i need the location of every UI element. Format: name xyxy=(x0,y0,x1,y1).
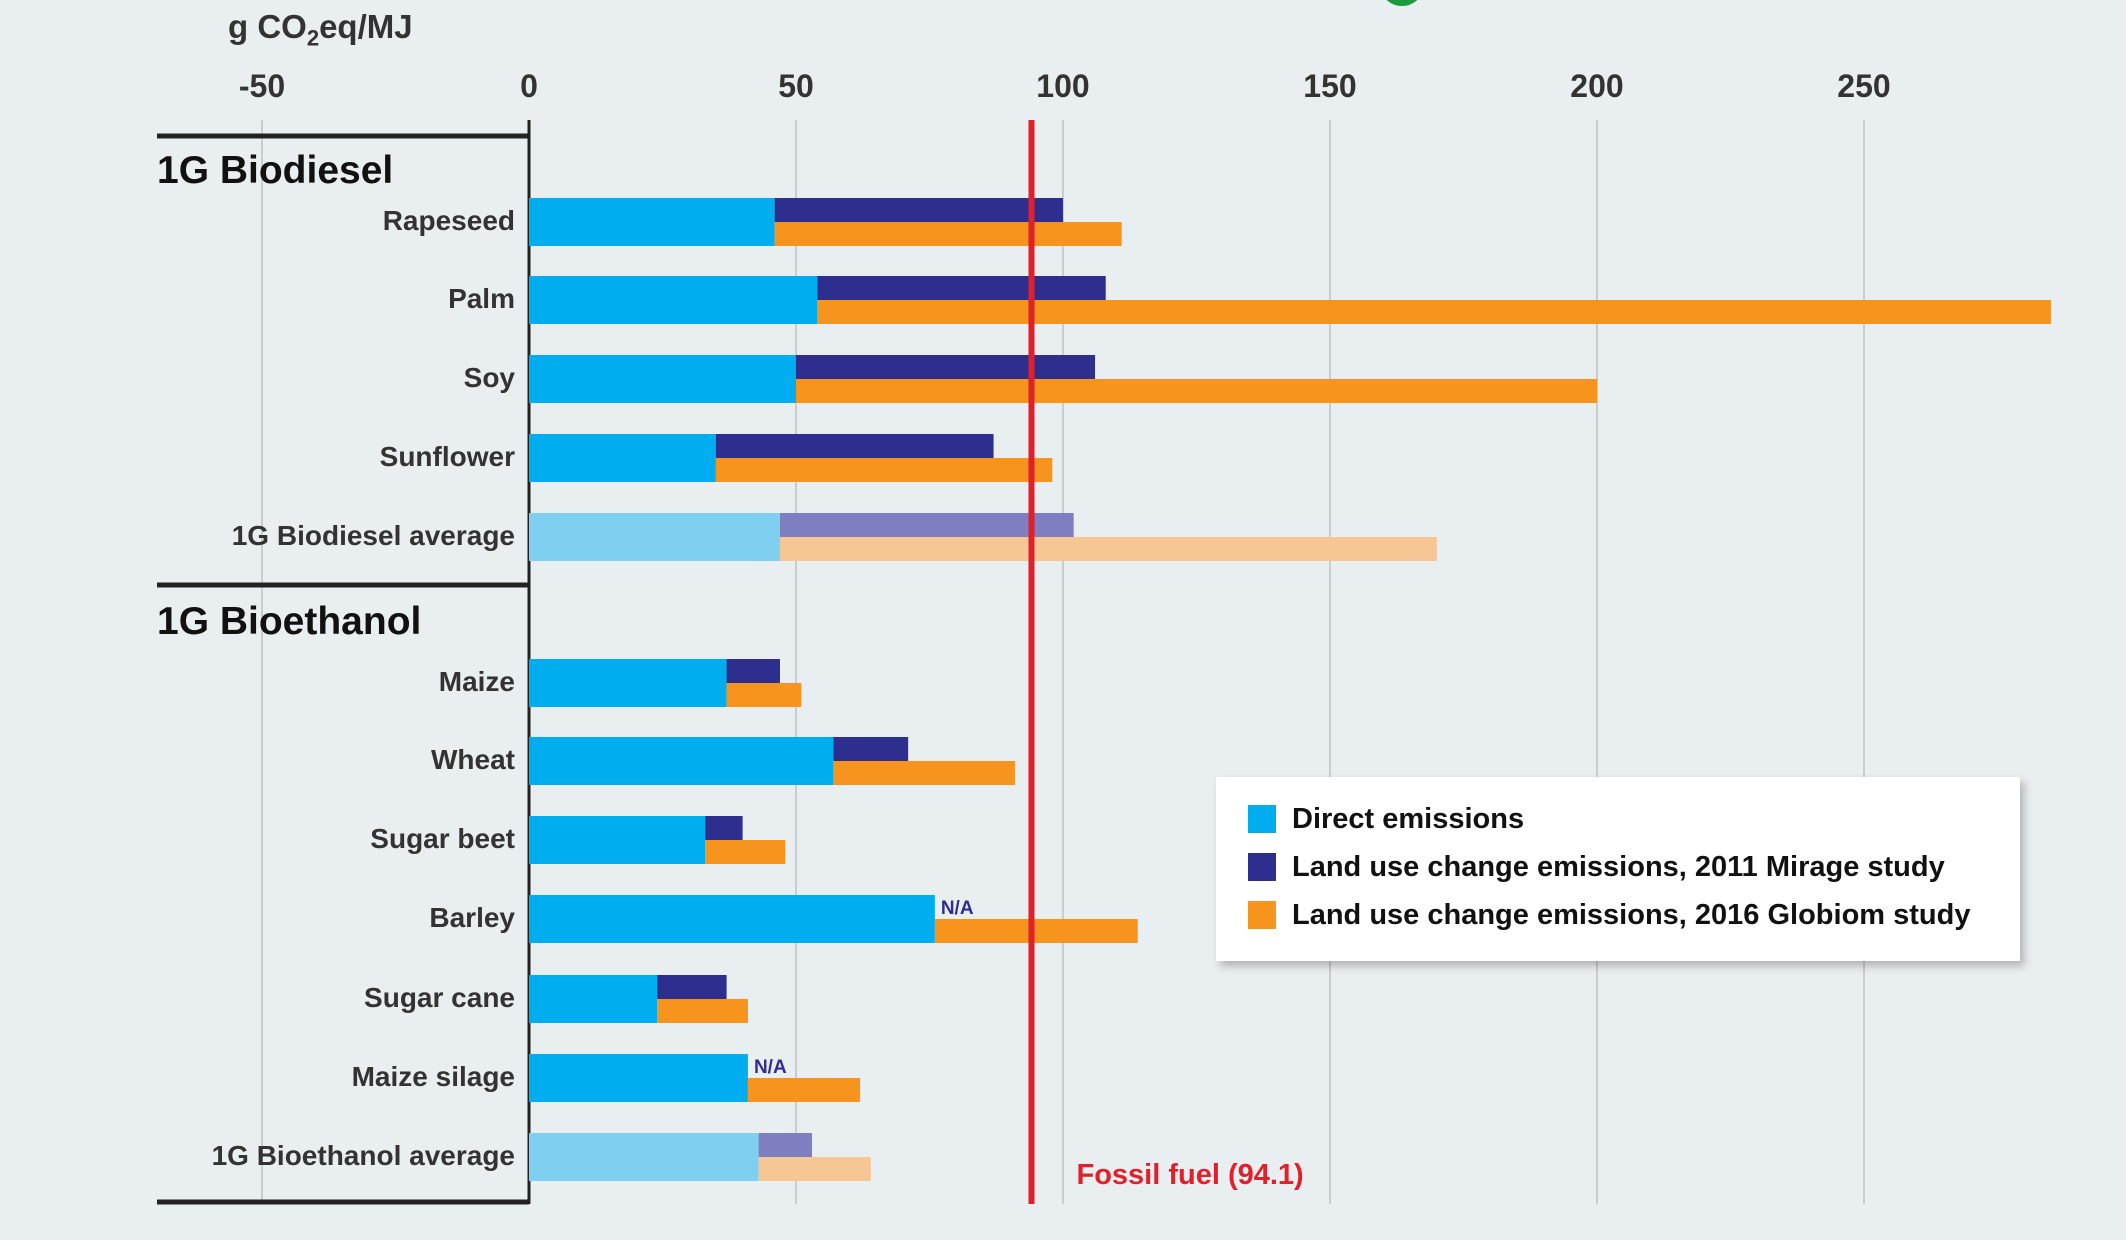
bar-globiom-rapeseed xyxy=(774,222,1122,246)
bar-direct-1g-bioethanol-average xyxy=(529,1133,759,1181)
category-label-sugar-cane: Sugar cane xyxy=(364,982,515,1013)
bar-direct-palm xyxy=(529,276,818,324)
x-tick-label-150: 150 xyxy=(1303,68,1356,104)
bar-mirage-sugar-beet xyxy=(705,816,743,840)
bar-globiom-palm xyxy=(817,300,2051,324)
bar-globiom-sugar-cane xyxy=(657,999,748,1023)
legend-item-mirage: Land use change emissions, 2011 Mirage s… xyxy=(1248,847,1945,887)
legend-label-globiom: Land use change emissions, 2016 Globiom … xyxy=(1292,898,1971,931)
na-label-maize-silage: N/A xyxy=(754,1057,787,1078)
na-label-barley: N/A xyxy=(941,898,974,919)
legend-item-direct: Direct emissions xyxy=(1248,799,1524,839)
chart-legend: Direct emissions Land use change emissio… xyxy=(1216,777,2020,961)
bar-direct-barley xyxy=(529,895,935,943)
category-label-wheat: Wheat xyxy=(431,744,515,775)
category-label-1g-bioethanol-average: 1G Bioethanol average xyxy=(212,1140,515,1171)
x-tick-label-50: 50 xyxy=(778,68,814,104)
bar-mirage-sunflower xyxy=(715,434,994,458)
category-label-barley: Barley xyxy=(429,902,515,933)
bar-direct-1g-biodiesel-average xyxy=(529,513,780,561)
bar-mirage-maize xyxy=(726,659,780,683)
logo-fragment xyxy=(1382,0,1422,6)
bar-mirage-1g-biodiesel-average xyxy=(779,513,1074,537)
x-tick-label-200: 200 xyxy=(1570,68,1623,104)
bar-mirage-rapeseed xyxy=(774,198,1063,222)
group-title-1: 1G Bioethanol xyxy=(157,600,421,643)
category-label-rapeseed: Rapeseed xyxy=(383,205,515,236)
bar-mirage-wheat xyxy=(833,737,909,761)
legend-label-direct: Direct emissions xyxy=(1292,802,1525,835)
bar-direct-sugar-cane xyxy=(529,975,658,1023)
bar-direct-soy xyxy=(529,355,796,403)
legend-swatch-direct xyxy=(1248,805,1276,833)
category-label-soy: Soy xyxy=(464,362,516,393)
x-tick-label-100: 100 xyxy=(1036,68,1089,104)
legend-label-mirage: Land use change emissions, 2011 Mirage s… xyxy=(1292,850,1945,883)
bar-globiom-1g-biodiesel-average xyxy=(779,537,1437,561)
bar-globiom-maize-silage xyxy=(747,1078,861,1102)
legend-item-globiom: Land use change emissions, 2016 Globiom … xyxy=(1248,895,1970,935)
bar-globiom-barley xyxy=(934,919,1138,943)
bar-globiom-maize xyxy=(726,683,802,707)
bar-direct-rapeseed xyxy=(529,198,775,246)
bar-direct-maize-silage xyxy=(529,1054,748,1102)
category-label-1g-biodiesel-average: 1G Biodiesel average xyxy=(232,520,515,551)
bar-direct-sunflower xyxy=(529,434,716,482)
bar-direct-sugar-beet xyxy=(529,816,706,864)
bar-mirage-palm xyxy=(817,276,1106,300)
bar-direct-maize xyxy=(529,659,727,707)
bar-mirage-1g-bioethanol-average xyxy=(758,1133,813,1157)
bar-direct-wheat xyxy=(529,737,834,785)
category-label-sunflower: Sunflower xyxy=(380,441,515,472)
category-label-sugar-beet: Sugar beet xyxy=(370,823,515,854)
axis-unit-label: g CO2eq/MJ xyxy=(228,8,413,51)
bar-globiom-soy xyxy=(796,379,1597,403)
group-title-0: 1G Biodiesel xyxy=(157,149,393,192)
category-label-palm: Palm xyxy=(448,283,515,314)
fossil-fuel-label: Fossil fuel (94.1) xyxy=(1076,1159,1303,1191)
bar-globiom-sunflower xyxy=(715,458,1053,482)
bar-globiom-sugar-beet xyxy=(705,840,786,864)
x-tick-label--50: -50 xyxy=(239,68,285,104)
bar-mirage-sugar-cane xyxy=(657,975,727,999)
legend-swatch-mirage xyxy=(1248,853,1276,881)
bar-mirage-soy xyxy=(796,355,1096,379)
category-label-maize: Maize xyxy=(439,666,515,697)
x-tick-label-0: 0 xyxy=(520,68,538,104)
x-tick-label-250: 250 xyxy=(1837,68,1890,104)
bar-globiom-1g-bioethanol-average xyxy=(758,1157,871,1181)
legend-swatch-globiom xyxy=(1248,901,1276,929)
bar-globiom-wheat xyxy=(833,761,1015,785)
category-label-maize-silage: Maize silage xyxy=(352,1061,515,1092)
